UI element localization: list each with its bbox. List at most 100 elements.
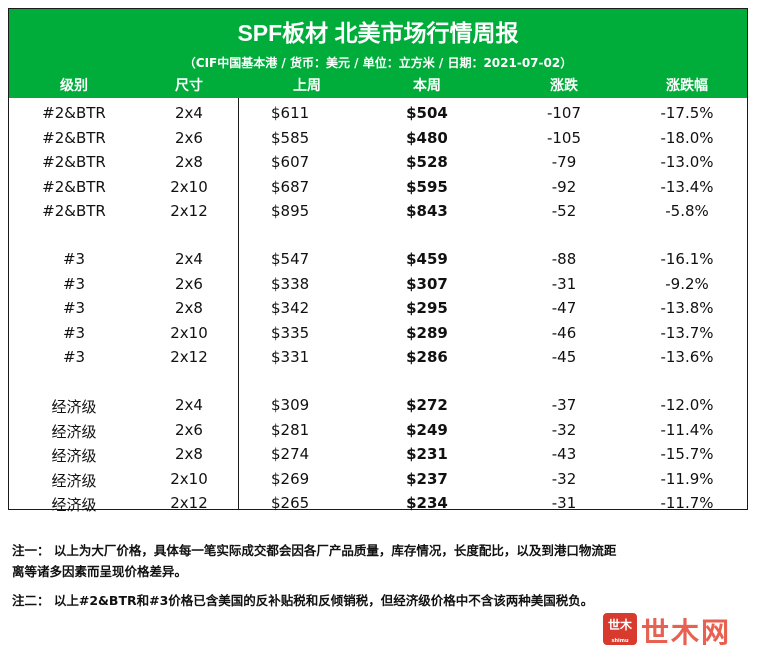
table-row: 经济级 2x4 $309 $272 -37 -12.0% — [9, 394, 747, 418]
report-title: SPF板材 北美市场行情周报 — [237, 20, 519, 46]
cell-grade: #3 — [62, 348, 86, 366]
cell-size: 2x6 — [175, 420, 203, 439]
cell-grade: 经济级 — [51, 422, 97, 441]
cell-change: -45 — [551, 348, 577, 366]
cell-last-week: $269 — [271, 469, 310, 488]
cell-size: 2x4 — [175, 104, 203, 122]
cell-this-week: $307 — [406, 274, 448, 293]
note-1: 注一： 以上为大厂价格，具体每一笔实际成交都会因各厂产品质量，库存情况，长度配比… — [12, 540, 616, 582]
table-row: #3 2x12 $331 $286 -45 -13.6% — [9, 346, 747, 370]
table-row: #2&BTR 2x4 $611 $504 -107 -17.5% — [9, 102, 747, 126]
col-head-change-pct: 涨跌幅 — [666, 78, 708, 94]
cell-change: -46 — [551, 323, 577, 342]
cell-grade: 经济级 — [51, 496, 97, 514]
cell-change-pct: -9.2% — [665, 274, 709, 293]
cell-this-week: $234 — [406, 494, 448, 512]
cell-change-pct: -11.9% — [660, 469, 714, 488]
cell-size: 2x10 — [170, 323, 208, 342]
cell-last-week: $342 — [271, 299, 310, 317]
cell-grade: 经济级 — [51, 471, 97, 490]
note-1-line-2: 离等诸多因素而呈现价格差异。 — [12, 564, 188, 579]
cell-change-pct: -15.7% — [660, 445, 714, 463]
table-row: 经济级 2x8 $274 $231 -43 -15.7% — [9, 443, 747, 467]
cell-size: 2x8 — [175, 153, 203, 171]
table-row: #3 2x4 $547 $459 -88 -16.1% — [9, 248, 747, 272]
cell-size: 2x8 — [175, 299, 203, 317]
cell-change: -107 — [546, 104, 582, 122]
cell-grade: #2&BTR — [42, 128, 106, 147]
cell-change-pct: -11.4% — [660, 420, 714, 439]
cell-change: -32 — [551, 420, 577, 439]
cell-change: -52 — [551, 202, 577, 220]
col-head-size: 尺寸 — [175, 78, 203, 94]
note-2: 注二： 以上#2&BTR和#3价格已含美国的反补贴税和反倾销税，但经济级价格中不… — [12, 593, 594, 608]
cell-last-week: $611 — [271, 104, 310, 122]
cell-last-week: $338 — [271, 274, 310, 293]
cell-change: -31 — [551, 494, 577, 512]
table-row: #2&BTR 2x12 $895 $843 -52 -5.8% — [9, 200, 747, 224]
cell-this-week: $595 — [406, 177, 448, 196]
cell-this-week: $249 — [406, 420, 448, 439]
table-row: #2&BTR 2x6 $585 $480 -105 -18.0% — [9, 127, 747, 151]
cell-change-pct: -13.6% — [660, 348, 714, 366]
cell-grade: 经济级 — [51, 398, 97, 416]
cell-this-week: $289 — [406, 323, 448, 342]
table-row: 经济级 2x10 $269 $237 -32 -11.9% — [9, 468, 747, 492]
cell-change-pct: -12.0% — [660, 396, 714, 414]
table-row: #2&BTR 2x8 $607 $528 -79 -13.0% — [9, 151, 747, 175]
cell-change-pct: -13.4% — [660, 177, 714, 196]
col-head-change: 涨跌 — [550, 78, 578, 94]
cell-change: -47 — [551, 299, 577, 317]
cell-grade: #2&BTR — [42, 104, 106, 122]
shimu-logo: 世木 shimu 世木网 — [603, 613, 743, 649]
cell-change: -92 — [551, 177, 577, 196]
cell-size: 2x8 — [175, 445, 203, 463]
cell-change: -31 — [551, 274, 577, 293]
logo-badge: 世木 shimu — [603, 613, 637, 645]
col-head-grade: 级别 — [60, 78, 88, 94]
logo-text: 世木网 — [641, 616, 732, 649]
cell-size: 2x4 — [175, 250, 203, 268]
col-head-last-week: 上周 — [293, 78, 321, 94]
cell-change-pct: -13.7% — [660, 323, 714, 342]
table-row: #2&BTR 2x10 $687 $595 -92 -13.4% — [9, 176, 747, 200]
table-row: 经济级 2x6 $281 $249 -32 -11.4% — [9, 419, 747, 443]
cell-this-week: $237 — [406, 469, 448, 488]
cell-last-week: $585 — [271, 128, 310, 147]
table-header: SPF板材 北美市场行情周报 （CIF中国基本港 / 货币：美元 / 单位：立方… — [9, 9, 747, 98]
cell-this-week: $843 — [406, 202, 448, 220]
cell-last-week: $687 — [271, 177, 310, 196]
table-body: #2&BTR 2x4 $611 $504 -107 -17.5% #2&BTR 2x6 $585… — [9, 98, 747, 514]
cell-size: 2x10 — [170, 177, 208, 196]
logo-badge-small: shimu — [611, 638, 629, 644]
table-row: #3 2x6 $338 $307 -31 -9.2% — [9, 273, 747, 297]
cell-last-week: $265 — [271, 494, 310, 512]
table-row: #3 2x10 $335 $289 -46 -13.7% — [9, 322, 747, 346]
report-subtitle: （CIF中国基本港 / 货币：美元 / 单位：立方米 / 日期：2021-07-… — [183, 56, 573, 70]
cell-this-week: $295 — [406, 299, 448, 317]
cell-last-week: $547 — [271, 250, 310, 268]
cell-change: -37 — [551, 396, 577, 414]
cell-last-week: $607 — [271, 153, 310, 171]
cell-change-pct: -13.0% — [660, 153, 714, 171]
cell-change: -43 — [551, 445, 577, 463]
table-row: 经济级 2x12 $265 $234 -31 -11.7% — [9, 492, 747, 516]
column-divider — [238, 98, 239, 509]
cell-size: 2x6 — [175, 128, 203, 147]
cell-this-week: $459 — [406, 250, 448, 268]
cell-grade: #2&BTR — [42, 153, 106, 171]
cell-grade: 经济级 — [51, 447, 97, 465]
cell-size: 2x12 — [170, 202, 208, 220]
cell-grade: #3 — [62, 250, 86, 268]
cell-change-pct: -13.8% — [660, 299, 714, 317]
cell-size: 2x12 — [170, 348, 208, 366]
cell-last-week: $331 — [271, 348, 310, 366]
cell-this-week: $528 — [406, 153, 448, 171]
cell-this-week: $286 — [406, 348, 448, 366]
cell-grade: #3 — [62, 299, 86, 317]
cell-change-pct: -5.8% — [665, 202, 709, 220]
cell-change-pct: -17.5% — [660, 104, 714, 122]
cell-last-week: $335 — [271, 323, 310, 342]
table-row: #3 2x8 $342 $295 -47 -13.8% — [9, 297, 747, 321]
cell-last-week: $281 — [271, 420, 310, 439]
